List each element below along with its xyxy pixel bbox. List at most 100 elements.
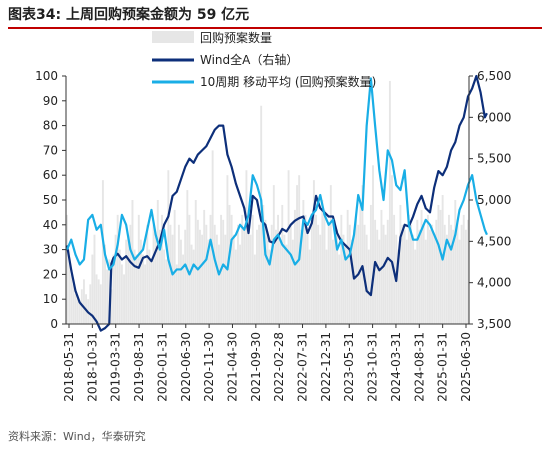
- bar: [245, 170, 248, 324]
- bar: [340, 214, 343, 324]
- bar: [249, 234, 252, 324]
- bar: [131, 200, 134, 324]
- chart-title: 图表34: 上周回购预案金额为 59 亿元: [8, 7, 250, 23]
- bar: [158, 229, 161, 324]
- bar: [312, 180, 315, 324]
- bar: [300, 229, 303, 324]
- legend-label: 回购预案数量: [200, 30, 272, 45]
- x-tick-label: 2023-10-31: [366, 332, 380, 402]
- left-tick-label: 70: [43, 143, 58, 157]
- lines-layer: [65, 74, 488, 332]
- bar: [66, 214, 69, 324]
- bar: [161, 214, 163, 324]
- bar: [460, 224, 463, 324]
- bar: [418, 229, 421, 324]
- bar: [384, 234, 387, 324]
- bar: [456, 219, 459, 324]
- bar: [420, 209, 423, 324]
- bar: [283, 234, 286, 324]
- bar: [110, 289, 113, 324]
- bar: [194, 200, 197, 324]
- bar: [365, 234, 368, 324]
- bar: [291, 239, 294, 324]
- bar: [329, 185, 332, 324]
- bar: [209, 214, 212, 324]
- bar: [361, 185, 364, 324]
- left-tick-label: 10: [43, 292, 58, 306]
- bar: [355, 214, 358, 324]
- bar: [344, 244, 347, 324]
- x-tick-label: 2022-02-28: [272, 332, 286, 402]
- bar: [215, 234, 218, 324]
- bar: [350, 239, 353, 324]
- x-tick-label: 2020-11-30: [202, 332, 216, 402]
- bar: [405, 239, 408, 324]
- source-note: 资料来源：Wind，华泰研究: [8, 430, 146, 443]
- right-tick-label: 3,500: [477, 317, 511, 331]
- bar: [127, 234, 130, 324]
- right-tick-label: 4,000: [477, 276, 511, 290]
- series-line-wind-a: [65, 74, 488, 332]
- bar: [281, 204, 284, 324]
- bar: [243, 229, 246, 324]
- bar: [93, 234, 96, 324]
- bar: [129, 224, 132, 324]
- bar: [270, 224, 273, 324]
- left-tick-label: 20: [43, 267, 58, 281]
- bar: [467, 219, 469, 324]
- bar: [367, 249, 370, 324]
- bar: [234, 249, 237, 324]
- bar: [279, 239, 282, 324]
- bar: [348, 224, 351, 324]
- bar: [304, 214, 307, 324]
- bar: [177, 224, 180, 324]
- bar: [342, 234, 345, 324]
- bar: [262, 204, 265, 324]
- bar: [359, 204, 362, 324]
- bar: [319, 234, 322, 324]
- x-tick-label: 2025-01-31: [436, 332, 450, 402]
- bar: [70, 274, 73, 324]
- bar: [369, 204, 372, 324]
- bar: [169, 224, 172, 324]
- bar: [268, 249, 271, 324]
- bar: [156, 200, 159, 324]
- bar: [391, 175, 393, 324]
- bar: [443, 224, 446, 324]
- bars-layer: [66, 80, 469, 325]
- bar: [137, 214, 140, 324]
- bar: [72, 284, 75, 324]
- x-tick-label: 2022-12-31: [319, 332, 333, 402]
- x-tick-label: 2018-10-31: [85, 332, 99, 402]
- bar: [264, 219, 267, 324]
- bar: [422, 224, 425, 324]
- bar: [274, 229, 277, 324]
- bar: [226, 175, 229, 324]
- bar: [184, 229, 187, 324]
- bar: [104, 244, 106, 324]
- x-tick-label: 2024-03-31: [389, 332, 403, 402]
- bar: [346, 209, 349, 324]
- bar: [173, 209, 176, 324]
- bar: [439, 209, 442, 324]
- bar: [89, 284, 92, 324]
- bar: [171, 234, 174, 324]
- axes-layer: 0 10 20 30 40 50 60 70 80 90 100 3,500 4,000 4,500 5,0…: [35, 69, 511, 402]
- left-tick-label: 50: [43, 193, 58, 207]
- bar: [323, 209, 326, 324]
- bar: [399, 204, 402, 324]
- right-tick-label: 5,000: [477, 193, 511, 207]
- bar: [82, 279, 85, 324]
- bar: [222, 219, 225, 324]
- bar: [433, 234, 436, 324]
- left-tick-label: 30: [43, 243, 58, 257]
- bar: [125, 239, 128, 324]
- bar: [317, 224, 320, 324]
- bar: [78, 304, 81, 324]
- bar: [431, 224, 434, 324]
- bar: [403, 229, 406, 324]
- bar: [167, 170, 170, 324]
- legend: 回购预案数量 Wind全A（右轴） 10周期 移动平均 (回购预案数量): [152, 30, 376, 89]
- bar: [237, 224, 239, 324]
